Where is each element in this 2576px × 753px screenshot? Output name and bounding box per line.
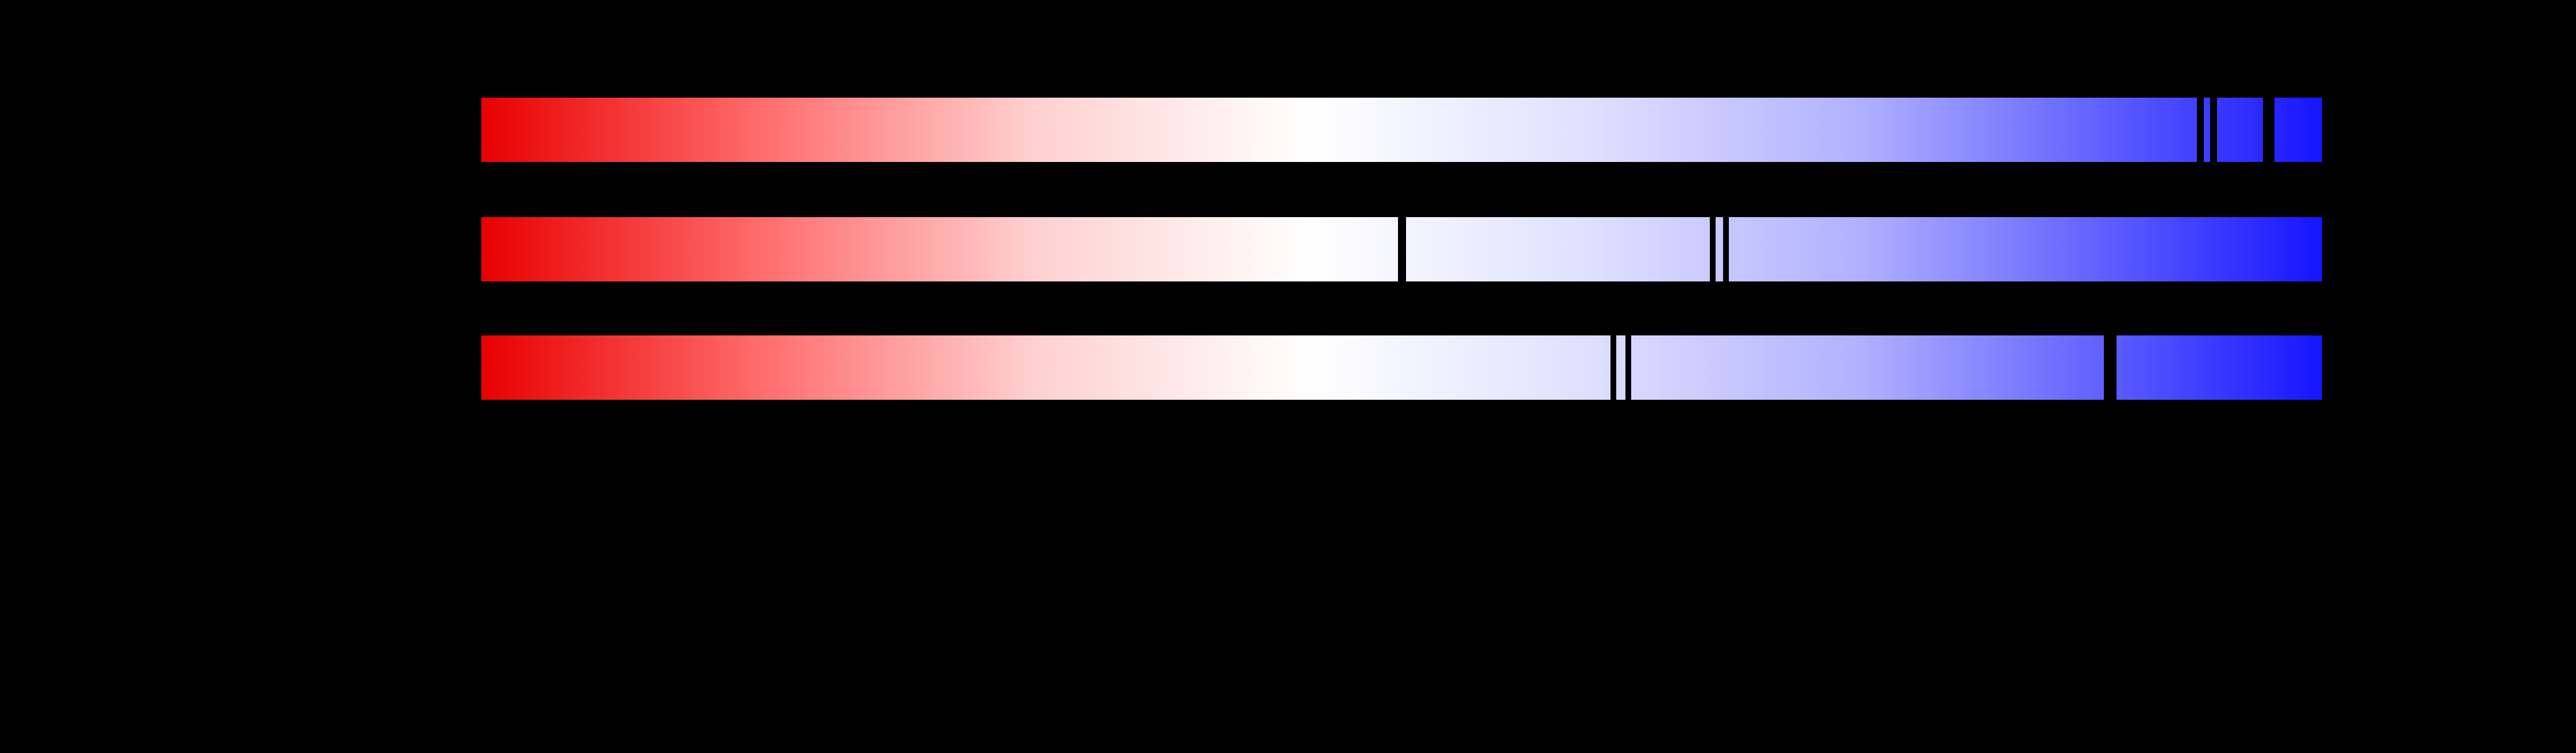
bar-1-tick-3 bbox=[2263, 98, 2274, 162]
bar-3-tick-2 bbox=[1625, 335, 1631, 400]
gradient-bar-3 bbox=[481, 335, 2322, 400]
bar-2-tick-1 bbox=[1398, 217, 1406, 281]
bar-1-tick-1 bbox=[2197, 98, 2204, 162]
chart-stage bbox=[0, 0, 2576, 753]
gradient-bar-1 bbox=[481, 98, 2322, 162]
gradient-bar-2 bbox=[481, 217, 2322, 281]
bar-3-tick-1 bbox=[1611, 335, 1616, 400]
bar-3-tick-3 bbox=[2104, 335, 2117, 400]
bar-2-tick-3 bbox=[1723, 217, 1729, 281]
bar-2-tick-2 bbox=[1710, 217, 1716, 281]
bar-1-tick-2 bbox=[2210, 98, 2217, 162]
